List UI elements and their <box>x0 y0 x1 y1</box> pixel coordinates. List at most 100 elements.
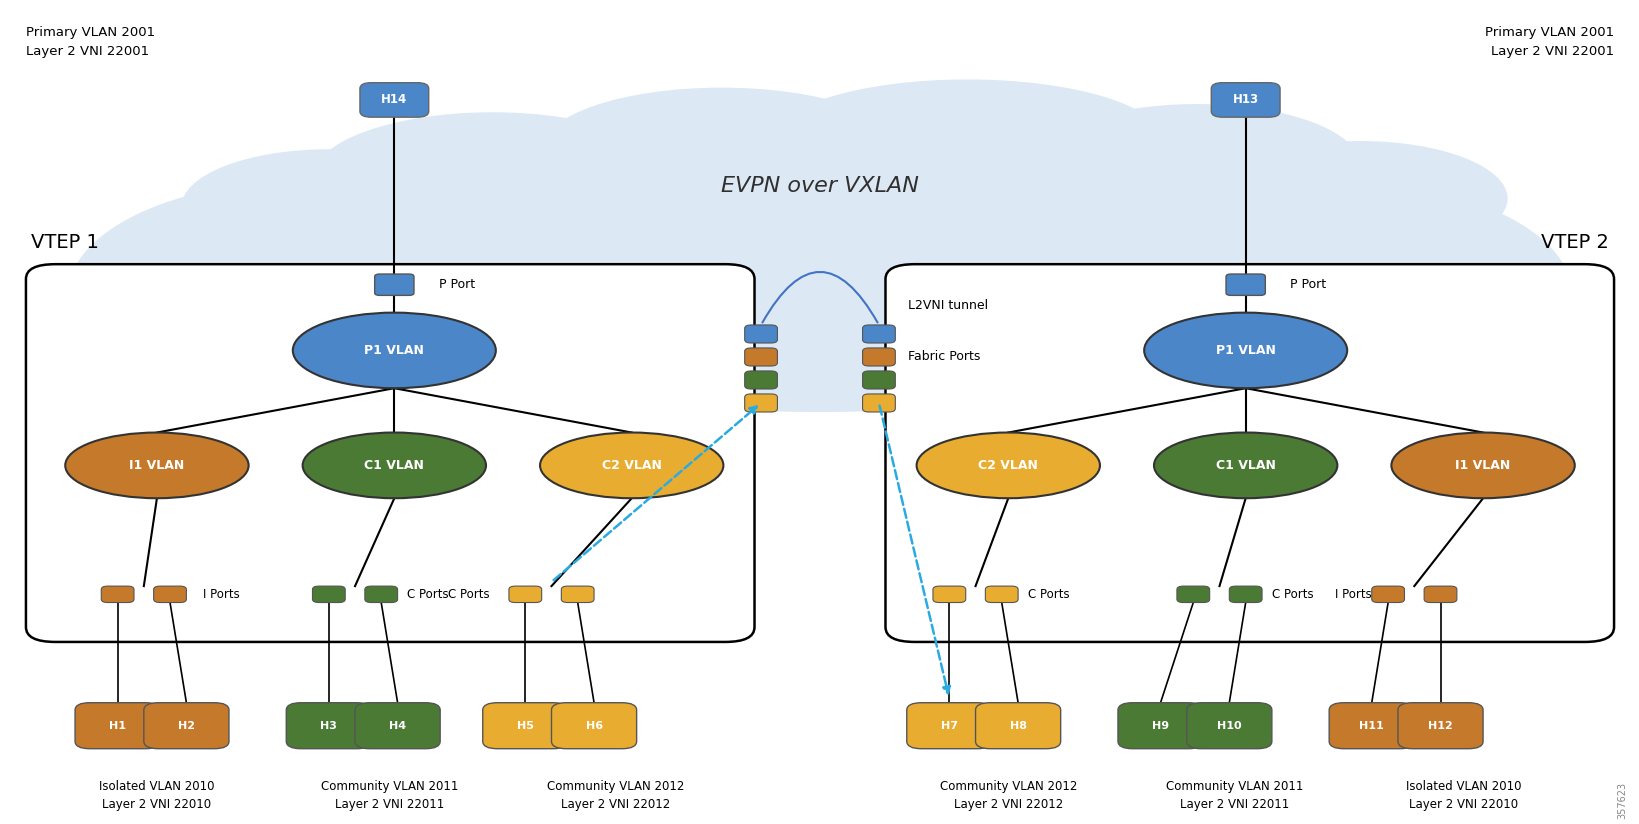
Text: 357623: 357623 <box>1616 781 1626 818</box>
FancyBboxPatch shape <box>1177 586 1210 602</box>
FancyBboxPatch shape <box>744 348 777 366</box>
Text: P1 VLAN: P1 VLAN <box>1214 344 1275 357</box>
FancyBboxPatch shape <box>862 325 895 343</box>
Text: VTEP 1: VTEP 1 <box>31 233 98 252</box>
FancyBboxPatch shape <box>1211 82 1280 117</box>
FancyBboxPatch shape <box>508 586 541 602</box>
Text: Community VLAN 2012
Layer 2 VNI 22012: Community VLAN 2012 Layer 2 VNI 22012 <box>939 780 1077 811</box>
Text: H12: H12 <box>1428 721 1452 731</box>
FancyBboxPatch shape <box>364 586 397 602</box>
Text: C Ports: C Ports <box>406 588 449 601</box>
FancyBboxPatch shape <box>313 586 344 602</box>
FancyBboxPatch shape <box>862 371 895 389</box>
Text: I Ports: I Ports <box>203 588 239 601</box>
Text: I1 VLAN: I1 VLAN <box>1454 459 1510 472</box>
FancyBboxPatch shape <box>26 265 754 642</box>
Ellipse shape <box>182 149 475 265</box>
FancyBboxPatch shape <box>933 586 965 602</box>
FancyBboxPatch shape <box>1396 703 1482 749</box>
Ellipse shape <box>1033 104 1359 227</box>
Ellipse shape <box>1154 433 1336 499</box>
Text: Primary VLAN 2001
Layer 2 VNI 22001: Primary VLAN 2001 Layer 2 VNI 22001 <box>1483 26 1613 58</box>
FancyBboxPatch shape <box>975 703 1060 749</box>
Text: P Port: P Port <box>1290 279 1326 291</box>
Ellipse shape <box>1390 433 1573 499</box>
Text: H13: H13 <box>1233 93 1259 106</box>
Ellipse shape <box>541 87 901 211</box>
FancyBboxPatch shape <box>144 703 229 749</box>
Text: C2 VLAN: C2 VLAN <box>602 459 661 472</box>
Text: H1: H1 <box>110 721 126 731</box>
Text: H11: H11 <box>1359 721 1383 731</box>
Text: H6: H6 <box>585 721 602 731</box>
Text: I1 VLAN: I1 VLAN <box>129 459 185 472</box>
FancyBboxPatch shape <box>287 703 370 749</box>
FancyBboxPatch shape <box>1423 586 1455 602</box>
Ellipse shape <box>303 433 485 499</box>
Text: C1 VLAN: C1 VLAN <box>364 459 425 472</box>
Text: Community VLAN 2011
Layer 2 VNI 22011: Community VLAN 2011 Layer 2 VNI 22011 <box>321 780 457 811</box>
Text: P1 VLAN: P1 VLAN <box>364 344 425 357</box>
FancyBboxPatch shape <box>561 586 593 602</box>
Text: Community VLAN 2011
Layer 2 VNI 22011: Community VLAN 2011 Layer 2 VNI 22011 <box>1165 780 1301 811</box>
FancyBboxPatch shape <box>744 325 777 343</box>
FancyBboxPatch shape <box>906 703 992 749</box>
FancyBboxPatch shape <box>985 586 1018 602</box>
FancyBboxPatch shape <box>1226 274 1265 295</box>
FancyBboxPatch shape <box>359 82 428 117</box>
Text: Isolated VLAN 2010
Layer 2 VNI 22010: Isolated VLAN 2010 Layer 2 VNI 22010 <box>98 780 215 811</box>
FancyBboxPatch shape <box>482 703 567 749</box>
Ellipse shape <box>313 112 672 244</box>
FancyBboxPatch shape <box>154 586 187 602</box>
FancyBboxPatch shape <box>102 586 134 602</box>
Ellipse shape <box>539 433 723 499</box>
Text: Community VLAN 2012
Layer 2 VNI 22012: Community VLAN 2012 Layer 2 VNI 22012 <box>546 780 683 811</box>
FancyBboxPatch shape <box>551 703 636 749</box>
FancyBboxPatch shape <box>885 265 1613 642</box>
FancyBboxPatch shape <box>354 703 439 749</box>
FancyBboxPatch shape <box>374 274 413 295</box>
Text: H3: H3 <box>320 721 338 731</box>
FancyBboxPatch shape <box>862 394 895 412</box>
Ellipse shape <box>66 433 249 499</box>
Ellipse shape <box>67 182 524 412</box>
Ellipse shape <box>916 433 1100 499</box>
Text: H9: H9 <box>1151 721 1169 731</box>
Text: H14: H14 <box>380 93 406 106</box>
Text: H5: H5 <box>516 721 533 731</box>
Text: H7: H7 <box>941 721 957 731</box>
Ellipse shape <box>1213 141 1506 256</box>
FancyBboxPatch shape <box>1328 703 1413 749</box>
FancyBboxPatch shape <box>862 348 895 366</box>
Ellipse shape <box>770 79 1164 203</box>
Text: Isolated VLAN 2010
Layer 2 VNI 22010: Isolated VLAN 2010 Layer 2 VNI 22010 <box>1405 780 1521 811</box>
Text: VTEP 2: VTEP 2 <box>1541 233 1608 252</box>
Ellipse shape <box>410 248 1229 412</box>
Text: C Ports: C Ports <box>447 588 488 601</box>
Text: H10: H10 <box>1216 721 1241 731</box>
FancyBboxPatch shape <box>1118 703 1203 749</box>
Text: H2: H2 <box>177 721 195 731</box>
Text: C1 VLAN: C1 VLAN <box>1214 459 1275 472</box>
Text: H4: H4 <box>388 721 406 731</box>
Text: L2VNI tunnel: L2VNI tunnel <box>908 299 988 311</box>
FancyBboxPatch shape <box>1229 586 1262 602</box>
Text: H8: H8 <box>1010 721 1026 731</box>
Text: C2 VLAN: C2 VLAN <box>978 459 1037 472</box>
Text: Fabric Ports: Fabric Ports <box>908 350 980 363</box>
Ellipse shape <box>1144 312 1346 388</box>
FancyBboxPatch shape <box>744 394 777 412</box>
Text: I Ports: I Ports <box>1334 588 1370 601</box>
FancyBboxPatch shape <box>75 703 161 749</box>
Text: C Ports: C Ports <box>1272 588 1313 601</box>
Ellipse shape <box>1115 182 1572 412</box>
FancyBboxPatch shape <box>1187 703 1272 749</box>
Text: Primary VLAN 2001
Layer 2 VNI 22001: Primary VLAN 2001 Layer 2 VNI 22001 <box>26 26 156 58</box>
FancyBboxPatch shape <box>1370 586 1403 602</box>
Text: C Ports: C Ports <box>1028 588 1069 601</box>
Ellipse shape <box>293 312 495 388</box>
Ellipse shape <box>247 104 1392 400</box>
Text: P Port: P Port <box>438 279 474 291</box>
FancyBboxPatch shape <box>744 371 777 389</box>
Text: EVPN over VXLAN: EVPN over VXLAN <box>721 176 918 196</box>
